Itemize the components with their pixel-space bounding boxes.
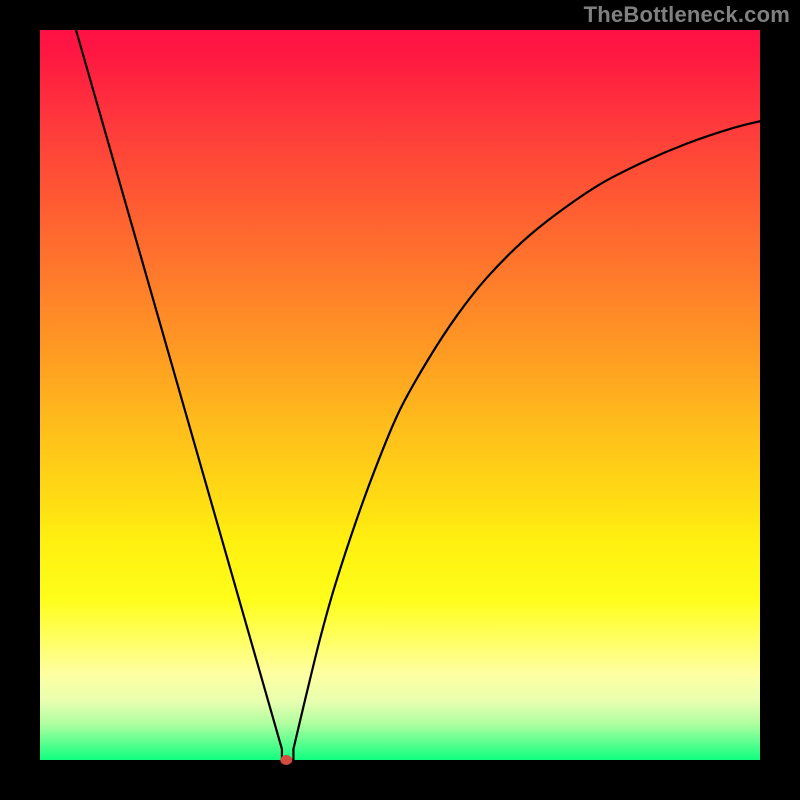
plot-gradient-background [40,30,760,760]
optimum-marker [280,755,292,765]
bottleneck-chart [0,0,800,800]
bottleneck-chart-container: TheBottleneck.com [0,0,800,800]
